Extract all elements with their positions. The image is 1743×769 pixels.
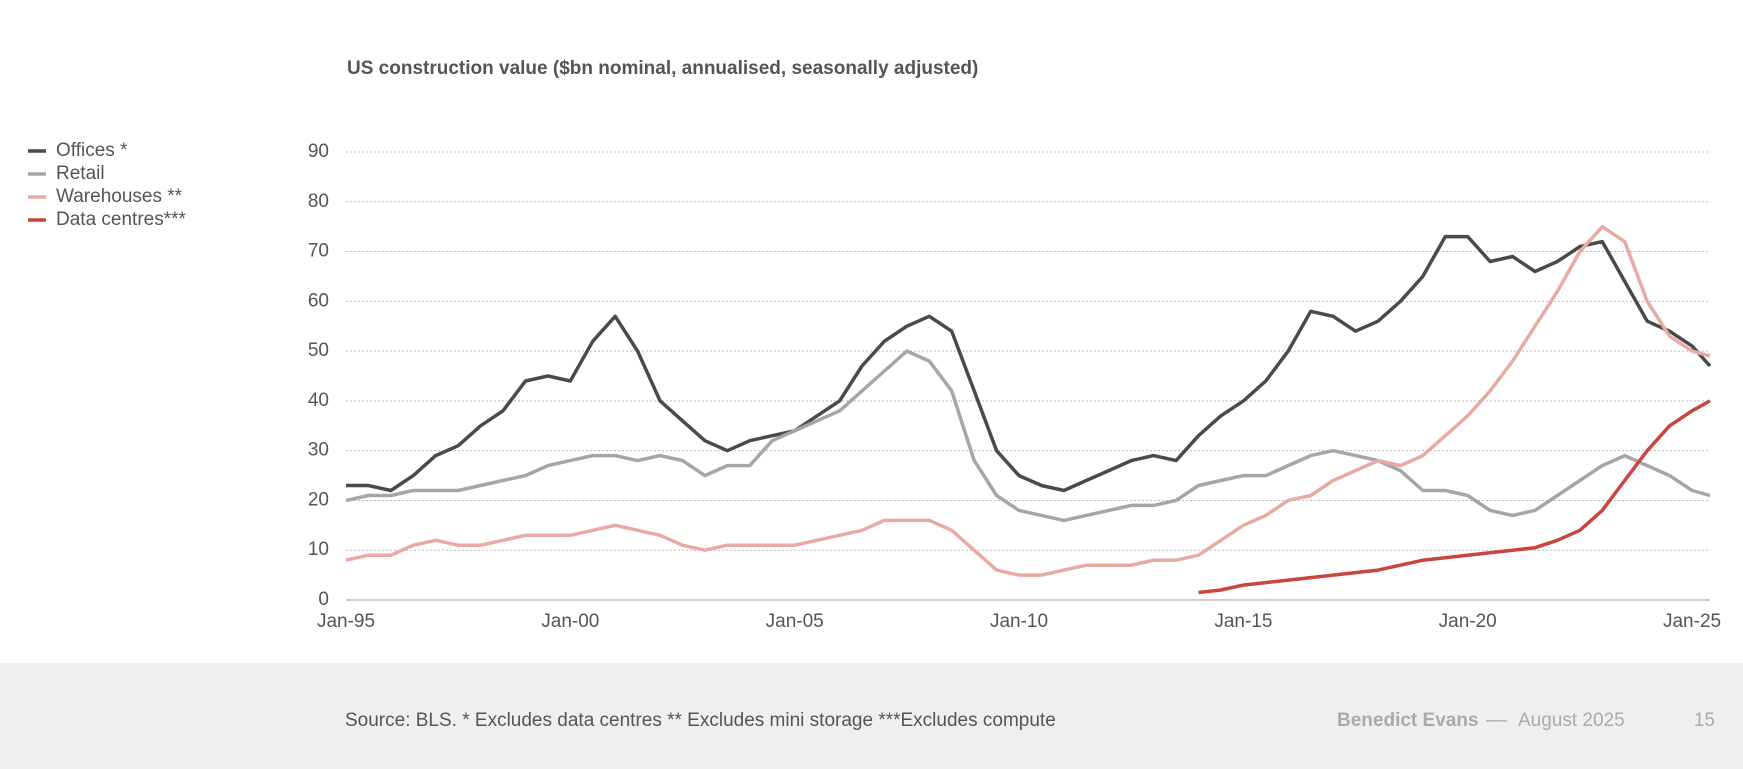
y-tick-label: 20 (308, 489, 329, 510)
x-tick-label: Jan-10 (990, 611, 1048, 632)
chart-title: US construction value ($bn nominal, annu… (347, 58, 978, 79)
series-line (345, 349, 1711, 523)
series-line (346, 234, 1712, 493)
x-tick-label: Jan-15 (1214, 611, 1272, 632)
author: Benedict Evans (1337, 710, 1479, 731)
y-tick-label: 70 (308, 241, 329, 262)
y-tick-label: 30 (308, 440, 329, 461)
series-line (345, 224, 1711, 577)
legend-label: Retail (56, 163, 105, 184)
legend-label: Offices * (56, 140, 128, 161)
source-note: Source: BLS. * Excludes data centres ** … (345, 710, 1056, 731)
date: August 2025 (1518, 710, 1625, 731)
legend-label: Data centres*** (56, 209, 187, 230)
y-tick-label: 40 (308, 390, 329, 411)
page-number: 15 (1694, 710, 1715, 731)
y-tick-label: 50 (308, 340, 329, 361)
y-tick-label: 60 (308, 290, 329, 311)
x-tick-label: Jan-25 (1663, 611, 1721, 632)
legend-label: Warehouses ** (56, 186, 183, 207)
separator: –– (1486, 710, 1508, 731)
y-tick-label: 80 (308, 191, 329, 212)
footer-band (0, 663, 1743, 769)
y-tick-label: 0 (318, 589, 329, 610)
x-tick-label: Jan-20 (1439, 611, 1497, 632)
x-tick-label: Jan-05 (766, 611, 824, 632)
y-tick-label: 90 (308, 141, 329, 162)
x-tick-label: Jan-95 (317, 611, 375, 632)
y-tick-label: 10 (308, 539, 329, 560)
x-tick-label: Jan-00 (541, 611, 599, 632)
series-line (1198, 399, 1711, 595)
